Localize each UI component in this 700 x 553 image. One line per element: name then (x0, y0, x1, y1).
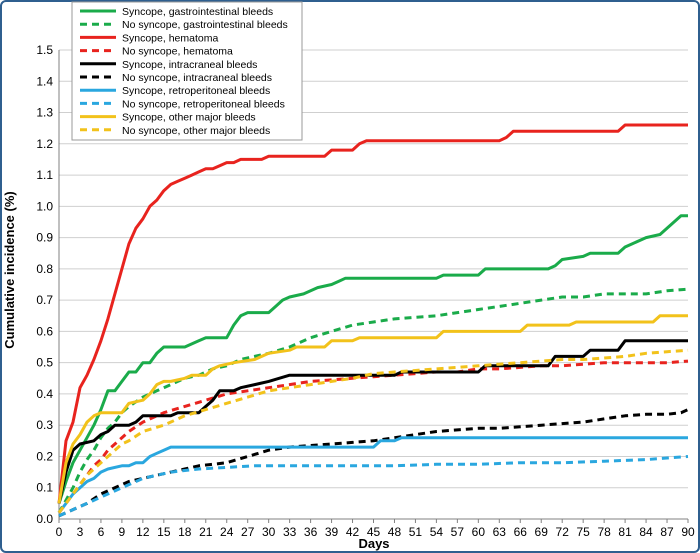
y-tick-label: 0.8 (36, 262, 53, 276)
x-tick-label: 15 (157, 525, 171, 539)
x-tick-label: 6 (98, 525, 105, 539)
series-layer (57, 123, 689, 518)
legend-label-8: No syncope, retroperitoneal bleeds (122, 98, 285, 110)
x-tick-label: 36 (304, 525, 318, 539)
x-tick-label: 81 (618, 525, 632, 539)
x-tick-label: 66 (514, 525, 528, 539)
series-line-10 (57, 348, 689, 514)
series-line-4 (57, 359, 689, 514)
y-tick-label: 0.9 (36, 231, 53, 245)
x-tick-label: 0 (56, 525, 63, 539)
x-tick-label: 48 (388, 525, 402, 539)
y-tick-label: 0.0 (36, 512, 53, 526)
y-axis-title: Cumulative incidence (%) (2, 191, 17, 348)
y-tick-label: 0.5 (36, 356, 53, 370)
x-tick-label: 27 (241, 525, 255, 539)
x-tick-label: 75 (576, 525, 590, 539)
x-tick-label: 18 (178, 525, 192, 539)
y-tick-label: 1.4 (36, 74, 53, 88)
x-tick-label: 54 (430, 525, 444, 539)
y-tick-label: 0.3 (36, 418, 53, 432)
axes-layer: 0.0 0.1 0.2 0.3 0.4 0.5 0.6 0.7 0.8 0.9 1.0 1.1 1.2 1… (36, 43, 695, 539)
x-tick-label: 30 (262, 525, 276, 539)
x-tick-label: 84 (639, 525, 653, 539)
x-tick-label: 3 (77, 525, 84, 539)
x-tick-label: 72 (556, 525, 570, 539)
legend-label-6: No syncope, intracraneal bleeds (122, 72, 272, 84)
x-tick-label: 51 (409, 525, 423, 539)
y-tick-label: 1.0 (36, 199, 53, 213)
x-tick-label: 78 (597, 525, 611, 539)
y-tick-label: 0.1 (36, 481, 53, 495)
legend-label-9: Syncope, other major bleeds (122, 112, 256, 124)
x-tick-label: 24 (220, 525, 234, 539)
y-tick-label: 0.7 (36, 293, 53, 307)
y-tick-label: 1.5 (36, 43, 53, 57)
x-tick-label: 60 (472, 525, 486, 539)
x-tick-label: 33 (283, 525, 297, 539)
x-tick-label: 45 (367, 525, 381, 539)
x-tick-label: 87 (660, 525, 674, 539)
y-tick-label: 0.6 (36, 324, 53, 338)
x-tick-label: 21 (199, 525, 213, 539)
series-line-5 (57, 339, 688, 504)
x-tick-label: 57 (451, 525, 465, 539)
legend-label-3: Syncope, hematoma (122, 32, 218, 44)
y-tick-label: 1.2 (36, 137, 53, 151)
series-line-7 (57, 436, 688, 514)
x-tick-label: 42 (346, 525, 360, 539)
legend-label-2: No syncope, gastrointestinal bleeds (122, 19, 288, 31)
x-tick-label: 69 (535, 525, 549, 539)
series-line-3 (57, 123, 688, 504)
series-line-8 (58, 455, 689, 518)
series-line-1 (57, 214, 688, 504)
y-tick-label: 0.2 (36, 449, 53, 463)
legend-label-1: Syncope, gastrointestinal bleeds (122, 6, 273, 18)
legend-label-10: No syncope, other major bleeds (122, 125, 270, 137)
x-tick-label: 39 (325, 525, 339, 539)
y-tick-label: 1.3 (36, 106, 53, 120)
y-tick-label: 0.4 (36, 387, 53, 401)
x-tick-label: 63 (493, 525, 507, 539)
y-tick-label: 1.1 (36, 168, 53, 182)
x-tick-label: 9 (119, 525, 126, 539)
series-line-9 (57, 314, 688, 504)
x-tick-label: 90 (681, 525, 695, 539)
x-axis-title: Days (358, 536, 389, 551)
x-tick-label: 12 (136, 525, 150, 539)
legend-label-5: Syncope, intracraneal bleeds (122, 59, 257, 71)
legend-label-4: No syncope, hematoma (122, 46, 233, 58)
legend-label-7: Syncope, retroperitoneal bleeds (122, 85, 270, 97)
